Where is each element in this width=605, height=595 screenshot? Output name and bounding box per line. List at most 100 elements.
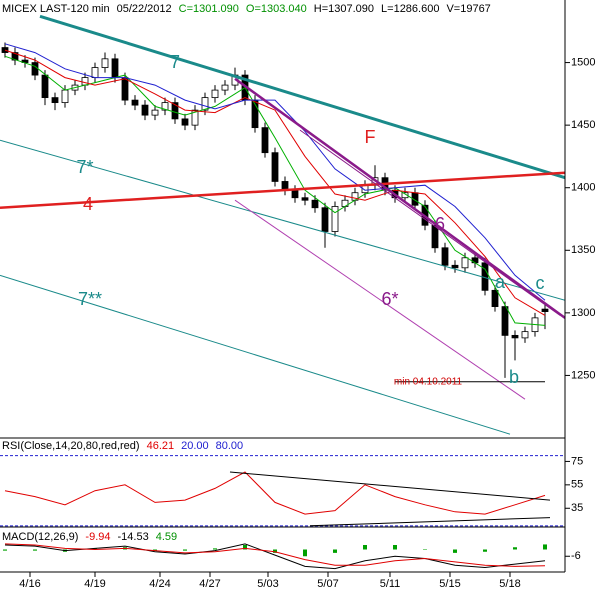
candle-body (401, 192, 409, 199)
candle-body (501, 306, 509, 336)
candle-body (311, 199, 319, 209)
candle-body (31, 62, 39, 76)
panel-header: MICEX LAST-120 min 05/22/2012 C=1301.090 O=… (2, 3, 491, 15)
candle-body (221, 84, 229, 91)
candle-body (301, 197, 309, 201)
candle-body (151, 109, 159, 116)
annotation: b (509, 367, 519, 387)
trend-line (229, 471, 551, 501)
candle-body (1, 47, 9, 53)
trend-line (0, 139, 565, 301)
candle-body (211, 89, 219, 99)
candle-body (321, 207, 329, 232)
histogram-bar (303, 549, 307, 557)
y-tick-label: 1400 (571, 182, 595, 194)
trend-label: 7** (78, 289, 102, 309)
header-field: L=1286.600 (381, 3, 439, 15)
candle-body (331, 206, 339, 232)
candle-body (61, 89, 69, 104)
header-field: 20.00 (181, 440, 209, 452)
y-tick-label: 1450 (571, 119, 595, 131)
histogram-bar (333, 549, 337, 553)
candle-body (111, 58, 119, 78)
moving-average (4, 49, 546, 316)
candle-body (201, 97, 209, 111)
x-tick-label: 4/19 (84, 578, 105, 590)
candle-body (171, 102, 179, 120)
histogram-bar (33, 549, 37, 551)
panel (3, 543, 547, 570)
trend-line (309, 517, 551, 527)
x-tick-label: 4/24 (149, 578, 170, 590)
header-field: C=1301.090 (179, 3, 239, 15)
x-tick-label: 4/27 (199, 578, 220, 590)
trend-line (39, 14, 565, 180)
header-field: -9.94 (85, 531, 110, 543)
candle-body (431, 224, 439, 249)
trend-line (0, 274, 511, 435)
candle-body (511, 334, 519, 339)
candle-body (271, 152, 279, 182)
histogram-bar (363, 545, 367, 550)
x-tick-label: 4/16 (19, 578, 40, 590)
candle-body (261, 127, 269, 154)
x-tick-label: 5/15 (439, 578, 460, 590)
indicator-line (4, 543, 546, 570)
candle-body (121, 77, 129, 101)
trend-label: min 04.10.2011 (394, 377, 463, 388)
y-tick-label: 1300 (571, 307, 595, 319)
indicator-line (4, 543, 546, 567)
header-field: 05/22/2012 (117, 3, 172, 15)
histogram-bar (213, 548, 217, 550)
trend-line (234, 77, 565, 319)
y-tick-label: 55 (571, 479, 583, 491)
candle-body (101, 58, 109, 68)
candle-body (491, 289, 499, 307)
candle-body (141, 104, 149, 116)
histogram-bar (513, 547, 517, 550)
header-field: 46.21 (147, 440, 175, 452)
candle-body (41, 74, 49, 99)
candle-body (521, 331, 529, 339)
histogram-bar (3, 549, 7, 551)
panel (0, 14, 565, 435)
candle-body (451, 264, 459, 269)
histogram-bar (153, 549, 157, 551)
y-tick-label: 1500 (571, 56, 595, 68)
header-field: O=1303.040 (246, 3, 307, 15)
histogram-bar (483, 549, 487, 552)
candle-body (131, 99, 139, 106)
header-field: 4.59 (156, 531, 177, 543)
header-field: -14.53 (118, 531, 149, 543)
trend-label: 6* (381, 289, 398, 309)
panel-header: MACD(12,26,9) -9.94 -14.53 4.59 (2, 531, 177, 543)
x-tick-label: 5/07 (317, 578, 338, 590)
x-tick-label: 5/03 (257, 578, 278, 590)
header-field: MICEX LAST-120 min (2, 3, 110, 15)
moving-average (4, 43, 546, 301)
trend-line (0, 171, 565, 209)
header-field: V=19767 (446, 3, 490, 15)
trend-label: 4 (83, 194, 93, 214)
candle-body (181, 118, 189, 126)
moving-average (4, 55, 546, 326)
candle-body (51, 97, 59, 104)
trend-label: 7* (76, 157, 93, 177)
histogram-bar (393, 545, 397, 550)
histogram-bar (543, 544, 547, 550)
x-tick-label: 5/11 (380, 578, 401, 590)
header-field: RSI(Close,14,20,80,red,red) (2, 440, 140, 452)
trend-label: 6 (435, 214, 445, 234)
panel (0, 455, 565, 527)
histogram-bar (423, 549, 427, 550)
y-tick-label: 1250 (571, 369, 595, 381)
histogram-bar (453, 549, 457, 553)
annotation: a (495, 272, 506, 292)
header-field: H=1307.090 (314, 3, 374, 15)
candle-body (91, 67, 99, 78)
y-tick-label: 35 (571, 502, 583, 514)
trend-line (299, 129, 561, 316)
candle-body (161, 102, 169, 111)
